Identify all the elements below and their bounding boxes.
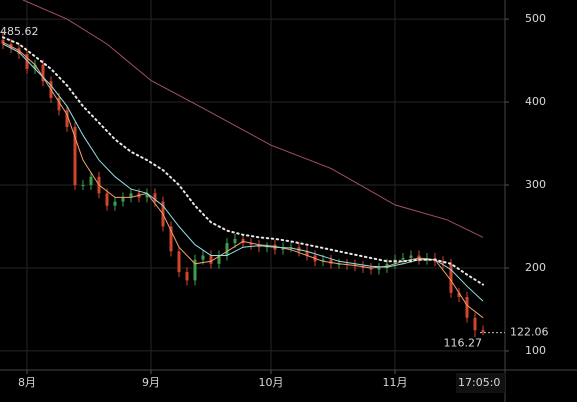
countdown: 17:05:0	[458, 376, 500, 389]
candle-body	[465, 296, 469, 318]
candle-body	[337, 263, 341, 265]
candle-body	[209, 255, 213, 264]
candle-body	[401, 258, 405, 260]
y-tick-label: 400	[525, 95, 546, 108]
high-label: 485.62	[0, 25, 39, 38]
candle-body	[193, 259, 197, 281]
candle-body	[145, 193, 149, 198]
candle-body	[169, 226, 173, 252]
candle-body	[33, 64, 37, 69]
indicator-line	[2, 41, 484, 319]
candle-body	[377, 267, 381, 270]
candle-body	[449, 263, 453, 293]
indicator-line	[2, 36, 484, 286]
last-price-label: 122.06	[510, 326, 549, 339]
indicator-line	[2, 43, 484, 302]
candle-body	[177, 251, 181, 273]
y-tick-label: 100	[525, 344, 546, 357]
countdown-box	[456, 373, 505, 393]
candle-body	[217, 255, 221, 264]
candle-body	[409, 255, 413, 259]
candle-body	[1, 39, 5, 44]
x-tick-label: 9月	[142, 376, 160, 389]
candle-body	[249, 243, 253, 245]
candle-body	[57, 97, 61, 111]
x-tick-label: 10月	[259, 376, 284, 389]
candle-body	[89, 176, 93, 185]
candle-body	[329, 259, 333, 264]
candle-body	[481, 330, 485, 333]
candle-body	[105, 193, 109, 206]
candle-body	[73, 126, 77, 185]
candle-body	[473, 317, 477, 331]
candle-body	[65, 110, 69, 127]
candle-body	[25, 53, 29, 69]
candle-body	[321, 259, 325, 262]
candle-body	[121, 197, 125, 202]
candle-body	[153, 193, 157, 202]
low-label: 116.27	[444, 336, 483, 349]
candle-body	[369, 267, 373, 270]
candle-body	[81, 185, 85, 186]
candle-body	[225, 243, 229, 256]
candle-body	[185, 272, 189, 281]
candle-body	[41, 64, 45, 82]
y-tick-label: 500	[525, 12, 546, 25]
candle-body	[201, 255, 205, 260]
x-tick-label: 8月	[18, 376, 36, 389]
indicator-line	[22, 0, 484, 238]
candle-body	[305, 251, 309, 256]
candle-body	[129, 193, 133, 198]
candle-body	[457, 292, 461, 297]
y-tick-label: 200	[525, 261, 546, 274]
candle-body	[233, 238, 237, 244]
candle-body	[113, 201, 117, 206]
candle-body	[441, 261, 445, 264]
y-tick-label: 300	[525, 178, 546, 191]
x-tick-label: 11月	[383, 376, 408, 389]
